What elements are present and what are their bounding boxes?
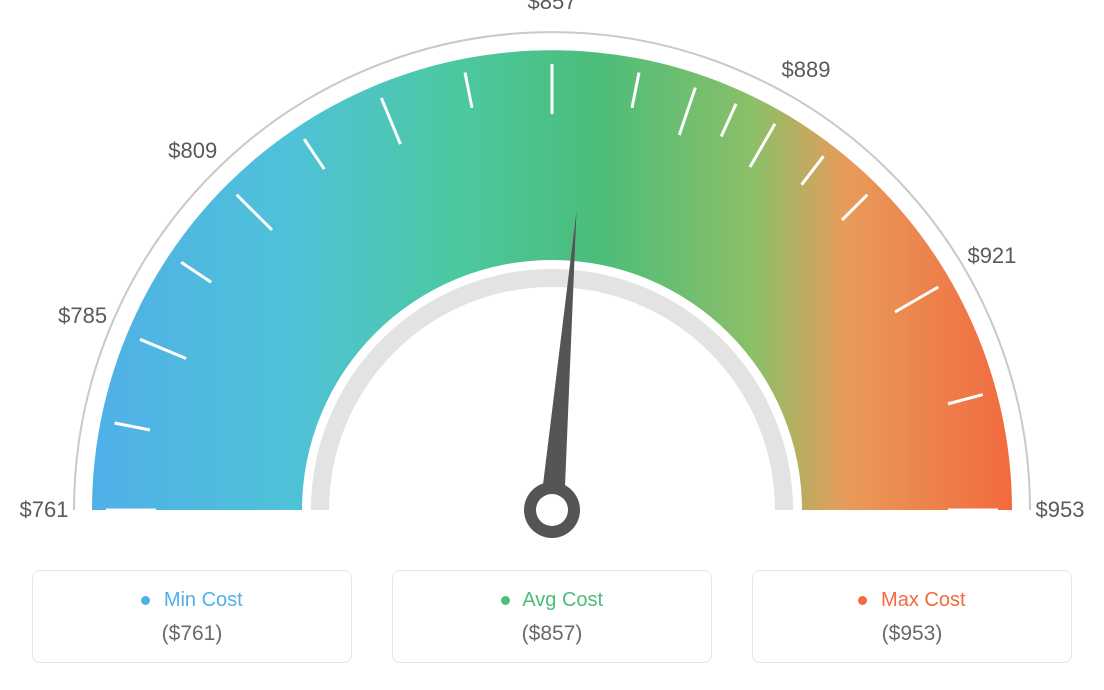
legend-title-avg: Avg Cost [403,589,701,612]
gauge-tick-label: $857 [528,0,577,15]
legend-card-avg: Avg Cost ($857) [392,570,712,663]
gauge-tick-label: $889 [782,57,831,83]
gauge-chart: $761 $785 $809 $857 $889 $921 $953 [0,0,1104,560]
dot-max [858,596,867,605]
legend-title-min-text: Min Cost [164,589,243,611]
legend-card-max: Max Cost ($953) [752,570,1072,663]
legend-value-avg: ($857) [403,622,701,646]
gauge-tick-label: $809 [168,138,217,164]
dot-avg [501,596,510,605]
legend-title-max: Max Cost [763,589,1061,612]
legend-value-min: ($761) [43,622,341,646]
gauge-tick-label: $761 [20,497,69,523]
legend-card-min: Min Cost ($761) [32,570,352,663]
legend-value-max: ($953) [763,622,1061,646]
legend-title-max-text: Max Cost [881,589,965,611]
legend-row: Min Cost ($761) Avg Cost ($857) Max Cost… [0,570,1104,663]
gauge-tick-label: $921 [967,243,1016,269]
legend-title-min: Min Cost [43,589,341,612]
gauge-tick-label: $785 [58,303,107,329]
gauge-tick-label: $953 [1036,497,1085,523]
dot-min [141,596,150,605]
gauge-svg [0,0,1104,560]
legend-title-avg-text: Avg Cost [522,589,603,611]
